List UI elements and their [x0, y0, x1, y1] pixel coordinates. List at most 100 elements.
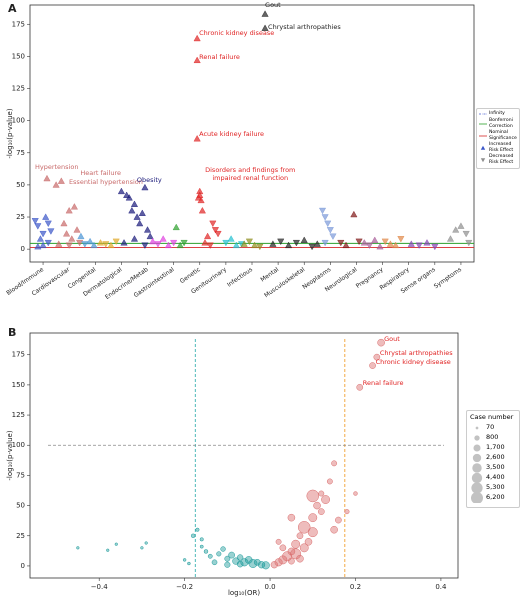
y-tick-label: 100	[12, 117, 25, 125]
data-point	[251, 241, 259, 249]
legend-label: 6,200	[486, 493, 505, 502]
legend-entry: 3,500	[470, 463, 516, 474]
data-point	[73, 226, 81, 233]
data-point	[228, 551, 235, 559]
legend-icon	[472, 463, 482, 474]
data-point	[299, 543, 309, 553]
annotation: Obesity	[136, 176, 162, 185]
data-point	[257, 561, 266, 569]
y-tick-label: 175	[12, 351, 25, 359]
y-tick-label: 50	[16, 181, 25, 189]
data-point	[90, 241, 98, 249]
data-point	[313, 501, 321, 510]
legend-icon	[474, 435, 480, 441]
data-point	[308, 243, 316, 251]
data-point	[307, 527, 318, 538]
data-point	[143, 226, 152, 233]
data-point	[149, 237, 157, 245]
data-point	[261, 24, 269, 31]
data-point	[39, 230, 47, 238]
data-point	[146, 232, 154, 240]
y-tick-label: 25	[16, 213, 25, 221]
annotation: Acute kidney failure	[199, 129, 265, 138]
data-point	[128, 206, 136, 214]
y-tick-label: 0	[21, 562, 25, 570]
annotation: Renal failure	[362, 379, 404, 388]
data-point	[407, 240, 415, 247]
data-point	[285, 241, 293, 249]
data-point	[342, 241, 350, 249]
data-point	[296, 554, 304, 563]
data-point	[369, 362, 376, 369]
data-point	[224, 561, 231, 568]
data-point	[70, 203, 78, 210]
data-point	[431, 243, 439, 251]
legend-title: Case number	[470, 413, 514, 421]
legend-icon	[473, 444, 481, 452]
legend-entry: 6,200	[470, 493, 516, 504]
data-point	[206, 242, 214, 249]
data-point	[136, 219, 144, 227]
legend-marker	[472, 454, 482, 463]
data-point	[240, 558, 249, 567]
data-point	[193, 34, 201, 42]
legend-marker	[471, 473, 483, 484]
legend-entry: Increased Risk Effect	[479, 142, 517, 153]
annotation: Chronic kidney disease	[199, 29, 275, 38]
data-point	[130, 200, 139, 207]
data-point	[381, 238, 389, 246]
data-point	[117, 187, 125, 195]
legend-icon	[475, 426, 479, 430]
x-tick-label: 0.2	[350, 583, 361, 591]
legend-icon	[471, 473, 483, 484]
data-point	[335, 516, 342, 524]
data-point	[291, 539, 301, 549]
data-point	[261, 10, 269, 17]
data-point	[344, 509, 350, 515]
annotation: Renal failure	[199, 53, 240, 62]
data-point	[43, 174, 51, 182]
data-point	[193, 56, 201, 64]
data-point	[330, 525, 338, 534]
annotation: Gout	[384, 334, 400, 343]
data-point	[318, 490, 325, 497]
x-tick-label: Genetic	[179, 266, 202, 285]
y-tick-label: 150	[12, 381, 25, 389]
data-point	[296, 532, 304, 540]
data-point	[220, 546, 226, 552]
data-point	[144, 541, 148, 545]
legend-entry: Infinity	[479, 111, 517, 117]
data-point	[373, 353, 381, 361]
data-point	[196, 191, 204, 198]
data-point	[318, 207, 327, 215]
data-point	[237, 554, 244, 561]
legend-entry: 4,400	[470, 473, 516, 484]
data-point	[138, 209, 146, 216]
data-point	[317, 508, 325, 515]
annotation: Essential hypertension	[68, 178, 143, 187]
legend-icon	[479, 123, 487, 124]
data-point	[248, 559, 258, 568]
data-point	[446, 235, 455, 242]
data-point	[65, 206, 73, 214]
data-point	[287, 513, 296, 522]
legend-entry: 1,700	[470, 444, 516, 453]
data-point	[76, 239, 84, 247]
data-point	[376, 242, 384, 250]
panel-label: A	[8, 2, 17, 15]
y-tick-label: 75	[16, 471, 25, 479]
data-point	[190, 533, 196, 538]
data-point	[182, 558, 187, 562]
data-point	[125, 194, 133, 201]
data-point	[216, 551, 222, 557]
data-point	[197, 196, 205, 204]
data-point	[81, 241, 89, 248]
data-point	[321, 214, 329, 221]
legend-label: 4,400	[486, 473, 505, 482]
y-tick-label: 50	[16, 502, 25, 510]
annotation: Chrystal arthropathies	[379, 349, 453, 358]
data-point	[170, 239, 178, 247]
data-point	[120, 239, 128, 246]
data-point	[60, 219, 68, 227]
data-point	[365, 242, 374, 249]
